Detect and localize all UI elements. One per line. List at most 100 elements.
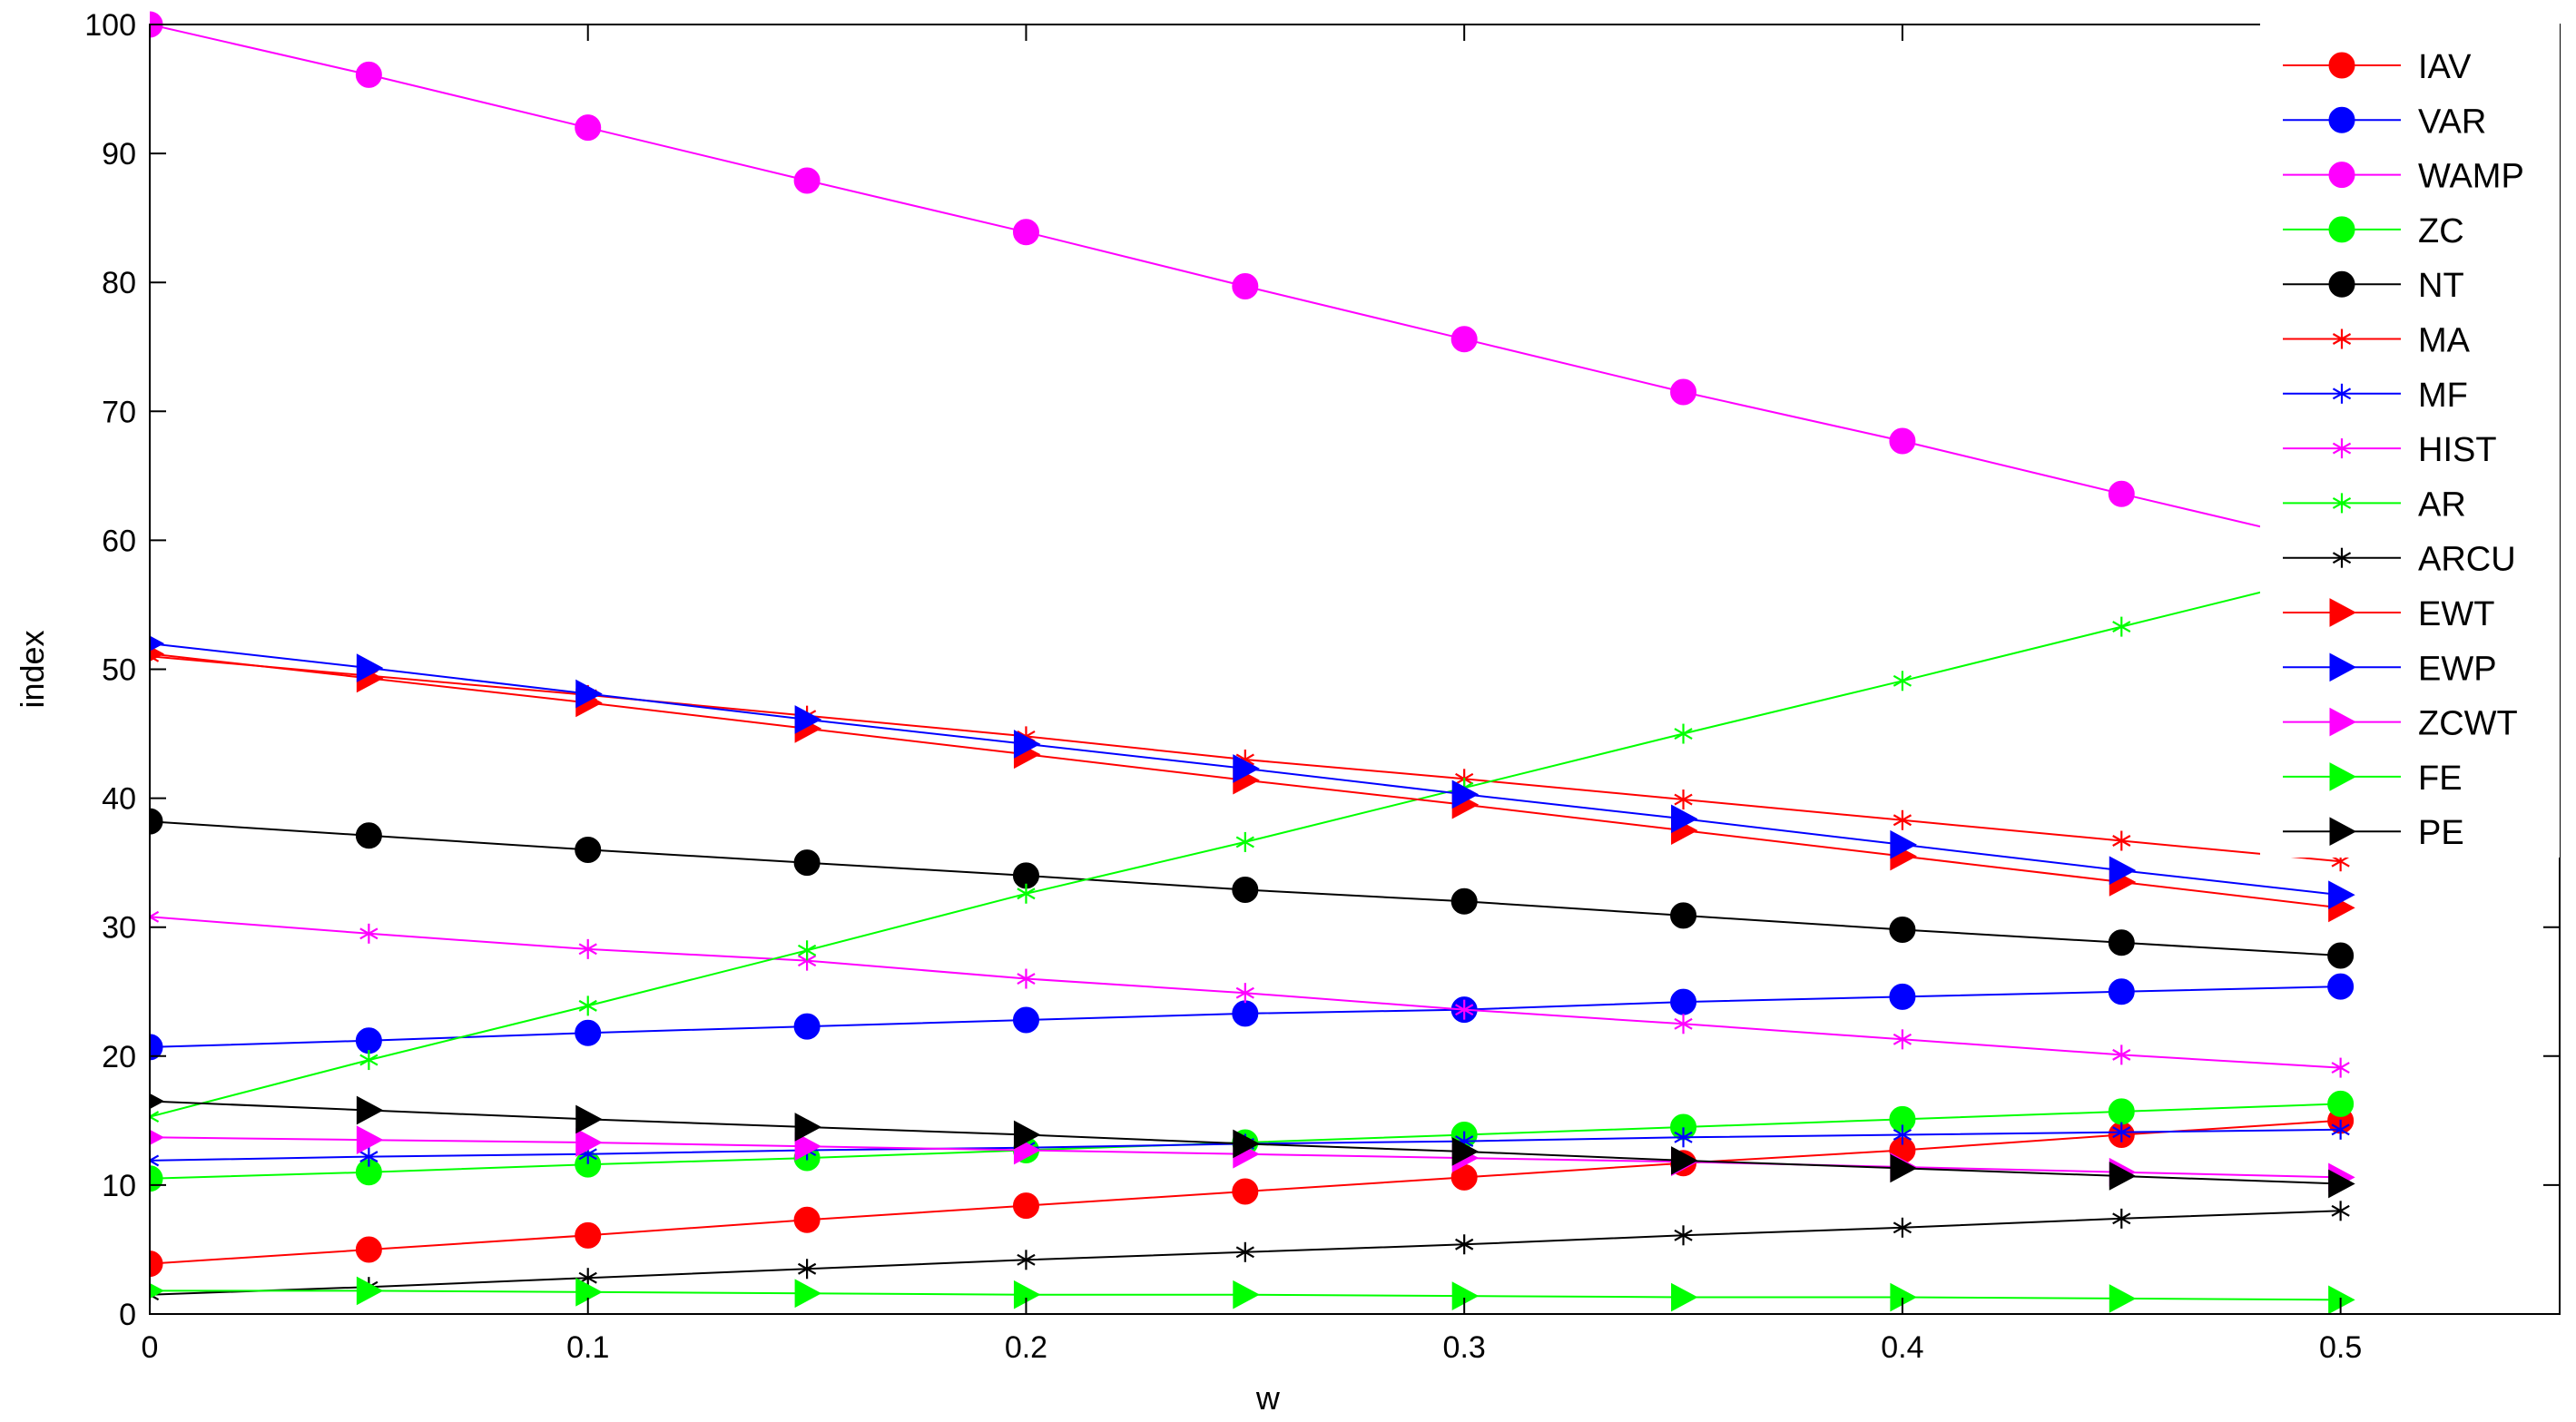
data-point-arcu-stroke: [797, 1262, 817, 1275]
data-point-arcu-stroke: [1235, 1246, 1254, 1259]
data-point-arcu-stroke: [1017, 1253, 1036, 1266]
data-point-hist: [1017, 968, 1036, 989]
data-point-wamp: [1232, 272, 1259, 299]
data-point-mf-stroke: [359, 1151, 379, 1163]
data-point-hist: [1235, 983, 1254, 1004]
data-point-ma-stroke: [1674, 793, 1693, 806]
data-point-arcu: [797, 1259, 817, 1280]
data-point-pe: [2109, 1162, 2137, 1191]
data-point-hist-stroke: [2112, 1048, 2131, 1061]
data-point-ar: [1235, 831, 1254, 852]
data-point-hist: [1893, 1029, 1912, 1050]
data-point-mf-stroke: [2112, 1126, 2131, 1139]
legend-entry-ewt: EWT: [2283, 595, 2494, 633]
data-point-arcu: [1017, 1250, 1036, 1270]
legend-entry-fe: FE: [2283, 760, 2463, 798]
legend-marker-mf-stroke: [2332, 387, 2352, 400]
series-wamp: [150, 11, 2355, 559]
data-point-wamp: [1670, 378, 1697, 406]
legend-label-arcu: ARCU: [2418, 541, 2516, 579]
data-point-pe: [1451, 1137, 1480, 1166]
data-point-pe: [356, 1095, 384, 1125]
legend-entry-arcu: ARCU: [2283, 541, 2516, 579]
data-point-arcu-stroke: [1893, 1221, 1912, 1234]
legend-label-ewp: EWP: [2418, 650, 2497, 688]
data-point-var: [2108, 978, 2135, 1005]
data-point-zc: [2327, 1090, 2355, 1117]
x-tick-label: 0.4: [1881, 1330, 1923, 1365]
data-point-ewp: [356, 653, 384, 682]
data-point-fe: [1233, 1280, 1260, 1309]
series-ewp: [150, 635, 2355, 910]
legend-label-var: VAR: [2418, 103, 2486, 141]
y-tick-label: 10: [102, 1169, 136, 1203]
legend-marker-nt: [2328, 270, 2355, 298]
data-point-nt: [1670, 902, 1697, 929]
data-point-arcu-stroke: [150, 1293, 160, 1301]
data-point-pe: [1890, 1153, 1917, 1183]
data-point-hist: [1455, 999, 1474, 1020]
data-point-arcu: [1674, 1225, 1693, 1246]
data-point-mf: [1674, 1127, 1693, 1148]
legend-marker-arcu-stroke: [2332, 552, 2352, 564]
y-tick-label: 100: [84, 8, 136, 43]
data-point-hist-stroke: [797, 955, 817, 967]
data-point-iav: [355, 1236, 382, 1263]
data-point-zc: [2108, 1098, 2135, 1125]
data-point-ma: [1674, 789, 1693, 810]
data-point-var: [355, 1027, 382, 1054]
y-tick-label: 0: [119, 1298, 136, 1332]
data-point-ar: [1893, 671, 1912, 691]
legend-label-iav: IAV: [2418, 48, 2472, 86]
data-point-ar-stroke: [578, 999, 597, 1012]
data-point-ar-stroke: [1674, 728, 1693, 740]
data-point-var: [1232, 1000, 1259, 1027]
data-point-arcu: [1893, 1217, 1912, 1238]
legend-label-ar: AR: [2418, 485, 2466, 524]
legend-entry-ewp: EWP: [2283, 650, 2497, 688]
data-point-hist: [1674, 1014, 1693, 1035]
plot-area: [150, 11, 2355, 1315]
data-point-arcu-stroke: [2331, 1204, 2350, 1217]
data-point-var: [793, 1013, 821, 1040]
y-tick-label: 70: [102, 395, 136, 429]
data-point-mf-stroke: [2331, 1123, 2350, 1136]
data-point-hist-stroke: [1674, 1017, 1693, 1030]
data-point-ewp: [2328, 880, 2355, 910]
y-tick-label: 40: [102, 782, 136, 817]
legend-box: [2260, 14, 2560, 858]
data-point-nt: [150, 808, 163, 835]
legend-label-fe: FE: [2418, 760, 2463, 798]
data-point-hist-stroke: [150, 910, 160, 918]
data-point-mf-stroke: [578, 1148, 597, 1161]
data-point-hist-stroke: [578, 943, 597, 956]
data-point-hist: [2112, 1044, 2131, 1065]
data-point-nt: [793, 849, 821, 877]
data-point-fe: [794, 1279, 822, 1309]
data-point-nt: [1450, 888, 1478, 915]
data-point-wamp: [793, 167, 821, 194]
y-axis-label: index: [14, 630, 51, 708]
data-point-nt: [575, 836, 602, 863]
data-point-ar-stroke: [359, 1054, 379, 1066]
series-pe: [150, 1093, 2355, 1199]
legend-marker-zc: [2328, 216, 2355, 243]
legend-marker-ma-stroke: [2332, 333, 2352, 345]
legend-marker-mf: [2332, 383, 2352, 404]
data-point-mf-stroke: [1893, 1129, 1912, 1141]
data-point-var: [150, 1034, 163, 1061]
legend-marker-hist-stroke: [2332, 442, 2352, 455]
x-axis-label: w: [1255, 1379, 1281, 1417]
data-point-fe: [356, 1276, 384, 1306]
data-point-pe: [575, 1104, 603, 1134]
data-point-ewp: [575, 679, 603, 709]
x-tick-label: 0.3: [1443, 1330, 1486, 1365]
data-point-mf-stroke: [150, 1154, 160, 1162]
y-tick-label: 50: [102, 653, 136, 688]
legend-label-zcwt: ZCWT: [2418, 705, 2518, 743]
data-point-iav: [793, 1206, 821, 1233]
legend-entry-ar: AR: [2283, 485, 2466, 524]
data-point-ar: [359, 1050, 379, 1071]
data-point-mf: [359, 1146, 379, 1167]
legend-entry-mf: MF: [2283, 377, 2468, 415]
